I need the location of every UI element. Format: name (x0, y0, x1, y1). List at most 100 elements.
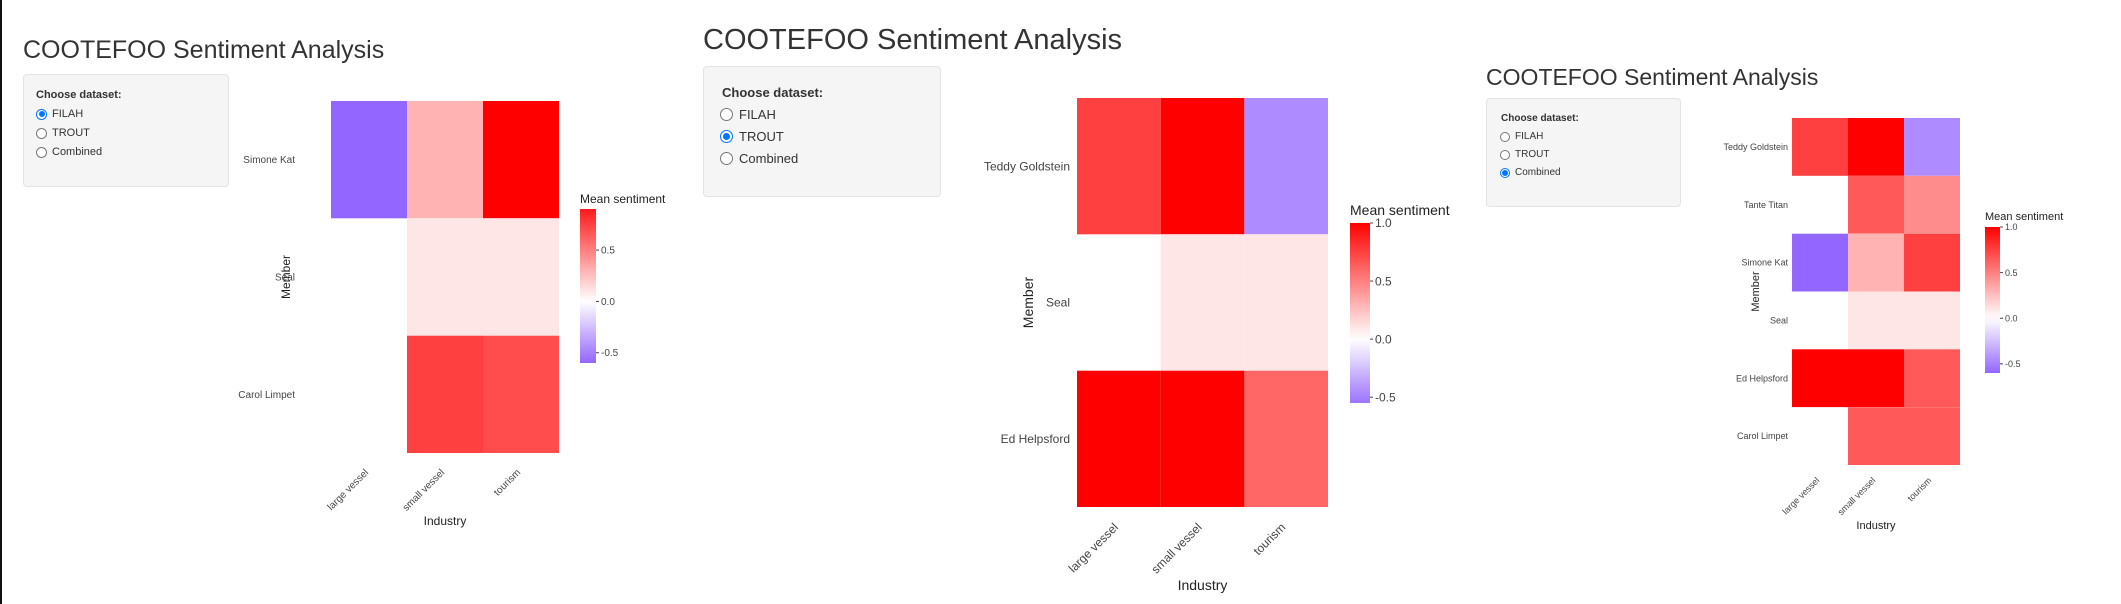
page-title: COOTEFOO Sentiment Analysis (1486, 64, 1819, 90)
dataset-radio-combined[interactable]: Combined (1500, 167, 1561, 178)
heatmap-cell (1904, 291, 1960, 350)
x-tick-label: tourism (1251, 520, 1289, 558)
heatmap-plot-area: Teddy Goldstein Seal Ed Helpsford large ves… (984, 98, 1450, 593)
dataset-radio-trout[interactable]: TROUT (720, 129, 784, 144)
x-tick-label: small vessel (401, 467, 447, 513)
heatmap-cell (1160, 370, 1245, 507)
y-tick-label: Ed Helpsford (1001, 432, 1070, 446)
radio-button[interactable] (36, 108, 47, 120)
y-axis-title: Member (279, 255, 293, 299)
heatmap-cell (1848, 233, 1904, 292)
heatmap-cell (1848, 175, 1904, 234)
y-tick-label: Seal (275, 273, 295, 284)
legend-title: Mean sentiment (1985, 211, 2063, 223)
radio-button[interactable] (720, 152, 733, 165)
colorbar-tick-label: 0.0 (1375, 332, 1392, 346)
radio-label: FILAH (739, 107, 776, 122)
colorbar-tick-label: 1.0 (1375, 216, 1392, 230)
colorbar (580, 209, 596, 363)
dataset-radio-filah[interactable]: FILAH (720, 107, 776, 122)
y-tick-label: Seal (1046, 296, 1070, 310)
y-tick-label: Teddy Goldstein (1723, 142, 1788, 152)
radio-label: Combined (52, 146, 103, 158)
radio-label: TROUT (739, 129, 784, 144)
legend-title: Mean sentiment (580, 192, 666, 206)
y-tick-label: Simone Kat (243, 155, 295, 166)
heatmap-cell (1160, 98, 1245, 235)
colorbar (1985, 227, 2000, 373)
y-tick-label: Carol Limpet (238, 390, 295, 401)
app-panel-trout: COOTEFOO Sentiment Analysis Choose datas… (690, 0, 1480, 604)
colorbar-tick-label: 0.5 (601, 246, 615, 257)
heatmap-cell (1904, 233, 1960, 292)
y-tick-label: Tante Titan (1744, 200, 1788, 210)
x-tick-label: tourism (1905, 475, 1933, 503)
heatmap-cell (407, 218, 483, 336)
sentiment-heatmap: Teddy Goldstein Tante Titan Simone Kat Seal… (1723, 118, 2063, 532)
dataset-radio-filah[interactable]: FILAH (36, 108, 83, 120)
heatmap-cell (331, 101, 407, 219)
colorbar-tick-label: 0.5 (2005, 268, 2018, 278)
x-axis-title: Industry (1856, 520, 1896, 532)
y-tick-label: Simone Kat (1741, 258, 1788, 268)
heatmap-cell (1792, 349, 1848, 408)
sentiment-heatmap: Teddy Goldstein Seal Ed Helpsford large ves… (984, 98, 1450, 593)
sentiment-heatmap: Simone Kat Seal Carol Limpet large vessel sm… (238, 101, 666, 528)
heatmap-cell (1848, 118, 1904, 176)
dataset-radio-trout[interactable]: TROUT (36, 127, 90, 139)
heatmap-cell (1160, 234, 1245, 371)
heatmap-cell (1792, 118, 1848, 176)
y-axis-title: Member (1020, 276, 1036, 328)
x-tick-label: small vessel (1836, 475, 1878, 517)
x-axis-title: Industry (1178, 577, 1228, 593)
page-title: COOTEFOO Sentiment Analysis (703, 24, 1123, 56)
app-panel-filah: COOTEFOO Sentiment Analysis Choose datas… (0, 0, 690, 604)
heatmap-cell (1244, 234, 1328, 371)
dataset-radio-trout[interactable]: TROUT (1500, 149, 1549, 160)
heatmap-cell (1848, 407, 1904, 465)
radio-label: Combined (1515, 167, 1561, 178)
heatmap-cell (407, 101, 483, 219)
heatmap-cell (1792, 233, 1848, 292)
window-edge (0, 0, 2, 604)
radio-label: FILAH (1515, 131, 1544, 142)
radio-button[interactable] (1500, 167, 1510, 178)
heatmap-cell (483, 335, 559, 453)
dataset-radio-combined[interactable]: Combined (720, 151, 798, 166)
dataset-radio-filah[interactable]: FILAH (1500, 131, 1543, 142)
dataset-control-panel: Choose dataset: FILAH TROUT Combined (1486, 98, 1681, 207)
x-tick-label: large vessel (1780, 475, 1821, 516)
colorbar (1350, 223, 1370, 403)
colorbar-tick-label: 0.0 (2005, 313, 2018, 323)
y-axis-title: Member (1750, 271, 1762, 312)
radio-button[interactable] (36, 146, 47, 158)
dataset-label: Choose dataset: (1501, 113, 1579, 124)
colorbar-tick-label: -0.5 (601, 348, 619, 359)
x-tick-label: small vessel (1149, 520, 1205, 576)
x-tick-label: large vessel (326, 467, 372, 513)
colorbar-tick-label: -0.5 (2005, 359, 2021, 369)
radio-label: TROUT (1515, 149, 1550, 160)
page-title: COOTEFOO Sentiment Analysis (23, 36, 385, 64)
radio-label: Combined (739, 151, 799, 166)
radio-button[interactable] (1500, 149, 1510, 160)
heatmap-cell (1077, 98, 1161, 235)
dataset-radio-combined[interactable]: Combined (36, 146, 102, 158)
heatmap-cell (1904, 349, 1960, 408)
y-tick-label: Ed Helpsford (1736, 373, 1788, 383)
heatmap-plot-area: Teddy Goldstein Tante Titan Simone Kat Seal… (1723, 118, 2063, 532)
app-panel-combined: COOTEFOO Sentiment Analysis Choose datas… (1480, 0, 2121, 604)
heatmap-cell (483, 218, 559, 336)
colorbar-tick-label: -0.5 (1375, 390, 1396, 404)
heatmap-cell (1244, 98, 1328, 235)
dataset-control-panel: Choose dataset: FILAH TROUT Combined (703, 66, 941, 197)
dataset-control-panel: Choose dataset: FILAH TROUT Combined (23, 74, 229, 187)
heatmap-plot-area: Simone Kat Seal Carol Limpet large vessel sm… (238, 101, 666, 528)
legend-title: Mean sentiment (1350, 202, 1450, 218)
heatmap-cell (1848, 291, 1904, 350)
radio-button[interactable] (720, 108, 733, 121)
heatmap-cell (1848, 349, 1904, 408)
radio-button[interactable] (36, 127, 47, 139)
radio-button[interactable] (720, 130, 733, 143)
radio-button[interactable] (1500, 131, 1510, 142)
